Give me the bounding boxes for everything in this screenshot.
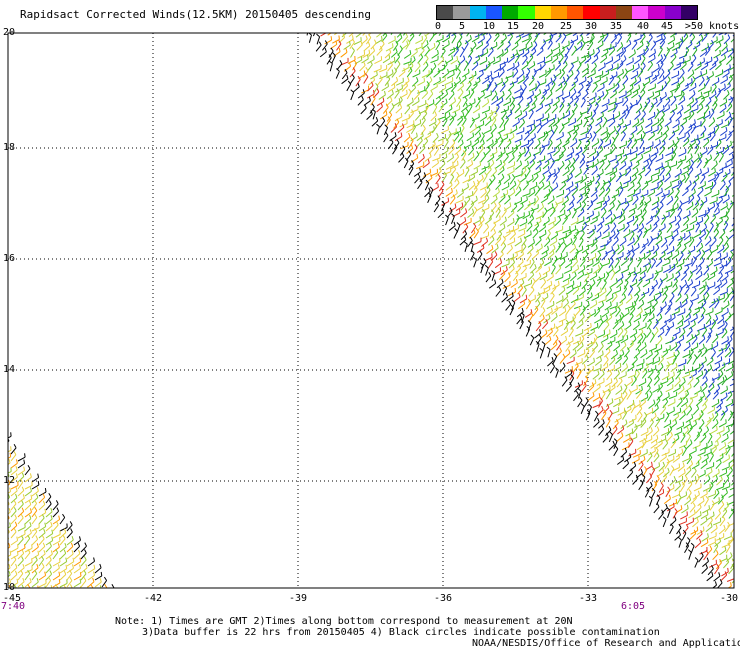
scale-swatch (599, 6, 616, 19)
lat-label-20: 20 (3, 27, 16, 38)
scale-label: 20 (531, 21, 545, 32)
scale-label: 45 (660, 21, 674, 32)
scale-label: 30 (584, 21, 598, 32)
lon-label-45: -45 (2, 593, 22, 604)
scale-swatch (664, 6, 681, 19)
pass-time-right: 6:05 (620, 601, 646, 612)
lat-label-10: 10 (3, 582, 16, 593)
note-line: Note: 1) Times are GMT 2)Times along bot… (115, 616, 573, 627)
credit-line: NOAA/NESDIS/Office of Research and Appli… (472, 638, 740, 649)
scale-swatch (534, 6, 551, 19)
scale-label: 15 (506, 21, 520, 32)
wind-swath-left (8, 432, 115, 588)
scale-label: 25 (559, 21, 573, 32)
lat-label-18: 18 (3, 142, 16, 153)
pass-time-left: 7:40 (0, 601, 26, 612)
lon-label-42: -42 (143, 593, 163, 604)
scale-swatch (485, 6, 502, 19)
plot-frame (7, 32, 735, 589)
scale-swatch (453, 6, 470, 19)
scale-label: 40 (636, 21, 650, 32)
scale-label: 0 (434, 21, 442, 32)
scale-swatch (615, 6, 632, 19)
scale-swatch (518, 6, 535, 19)
scale-swatch (502, 6, 519, 19)
scale-label: 35 (609, 21, 623, 32)
scale-swatch (567, 6, 584, 19)
lon-label-36: -36 (433, 593, 453, 604)
scale-label: 10 (482, 21, 496, 32)
map-title: Rapidsact Corrected Winds(12.5KM) 201504… (20, 8, 371, 21)
scale-swatch (583, 6, 600, 19)
grid-lines (8, 33, 734, 588)
scale-swatch (648, 6, 665, 19)
note-line: 3)Data buffer is 22 hrs from 20150405 4)… (142, 627, 660, 638)
scale-swatch (680, 6, 697, 19)
scale-label: >50 knots (684, 21, 740, 32)
notes: Note: 1) Times are GMT 2)Times along bot… (115, 616, 660, 638)
scale-swatch (437, 6, 454, 19)
lon-label-39: -39 (288, 593, 308, 604)
scale-label: 5 (458, 21, 466, 32)
wind-swath-right (306, 33, 734, 588)
lon-label-33: -33 (578, 593, 598, 604)
wind-speed-color-scale (436, 5, 698, 20)
scale-swatch (550, 6, 567, 19)
color-scale-labels: 0 5 10 15 20 25 30 35 40 45 >50 knots (0, 21, 740, 35)
lon-label-30: -30 (719, 593, 739, 604)
lat-label-14: 14 (3, 364, 16, 375)
lat-label-16: 16 (3, 253, 16, 264)
lat-label-12: 12 (3, 475, 16, 486)
scale-swatch (469, 6, 486, 19)
scale-swatch (632, 6, 649, 19)
